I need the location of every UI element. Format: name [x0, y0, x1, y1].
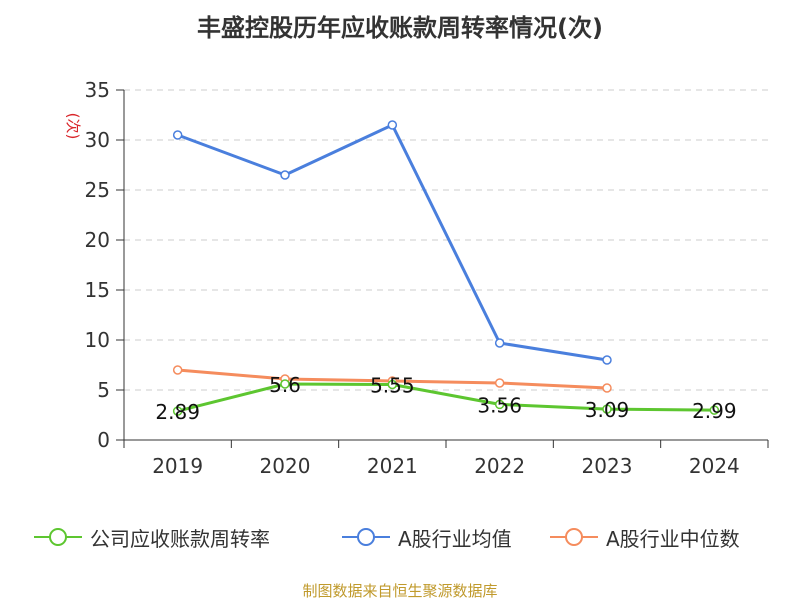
x-tick-label: 2024 [689, 454, 740, 478]
data-point [387, 379, 398, 390]
legend-marker-industry-mean [342, 528, 390, 546]
data-label: 3.56 [477, 393, 522, 417]
data-label: 2.99 [692, 399, 737, 423]
data-label: 5.6 [269, 373, 301, 397]
data-point [280, 170, 290, 180]
data-point [602, 404, 612, 414]
legend-item-industry-median[interactable]: A股行业中位数 [548, 520, 740, 554]
legend-item-industry-mean[interactable]: A股行业均值 [340, 520, 512, 554]
y-axis-label: (次) [64, 113, 82, 140]
x-tick-label: 2021 [367, 454, 418, 478]
data-point [709, 405, 720, 415]
series-line [177, 123, 608, 362]
legend-marker-company [34, 528, 82, 546]
data-point [494, 378, 505, 388]
y-tick-label: 20 [85, 228, 110, 252]
x-tick-label: 2023 [582, 454, 633, 478]
data-point [280, 379, 290, 389]
legend-marker-industry-median [550, 528, 598, 546]
legend-label-industry-median: A股行业中位数 [606, 526, 740, 551]
y-tick-label: 15 [85, 278, 110, 302]
x-tick-label: 2020 [260, 454, 311, 478]
y-tick-label: 5 [97, 378, 110, 402]
data-point [172, 130, 183, 140]
x-tick-label: 2019 [152, 454, 203, 478]
data-point [172, 365, 183, 375]
y-tick-label: 0 [97, 428, 110, 452]
source-note: 制图数据来自恒生聚源数据库 [302, 582, 498, 600]
legend-label-company: 公司应收账款周转率 [90, 526, 270, 551]
data-point [387, 120, 398, 130]
legend-item-company[interactable]: 公司应收账款周转率 [32, 520, 270, 554]
legend-label-industry-mean: A股行业均值 [398, 526, 512, 551]
y-tick-label: 35 [85, 78, 110, 102]
legend: 公司应收账款周转率 A股行业均值 A股行业中位数 [0, 520, 800, 554]
data-point [494, 338, 505, 348]
series-line [177, 382, 715, 413]
data-label: 5.55 [370, 374, 415, 398]
data-point [602, 355, 612, 365]
data-point [172, 406, 183, 416]
y-tick-label: 30 [85, 128, 110, 152]
data-label: 3.09 [585, 398, 630, 422]
chart-title: 丰盛控股历年应收账款周转率情况(次) [197, 14, 603, 42]
data-label: 2.89 [155, 400, 200, 424]
x-tick-label: 2022 [474, 454, 525, 478]
data-point [602, 383, 612, 393]
y-tick-label: 10 [85, 328, 110, 352]
data-point [494, 399, 505, 410]
y-tick-label: 25 [85, 178, 110, 202]
